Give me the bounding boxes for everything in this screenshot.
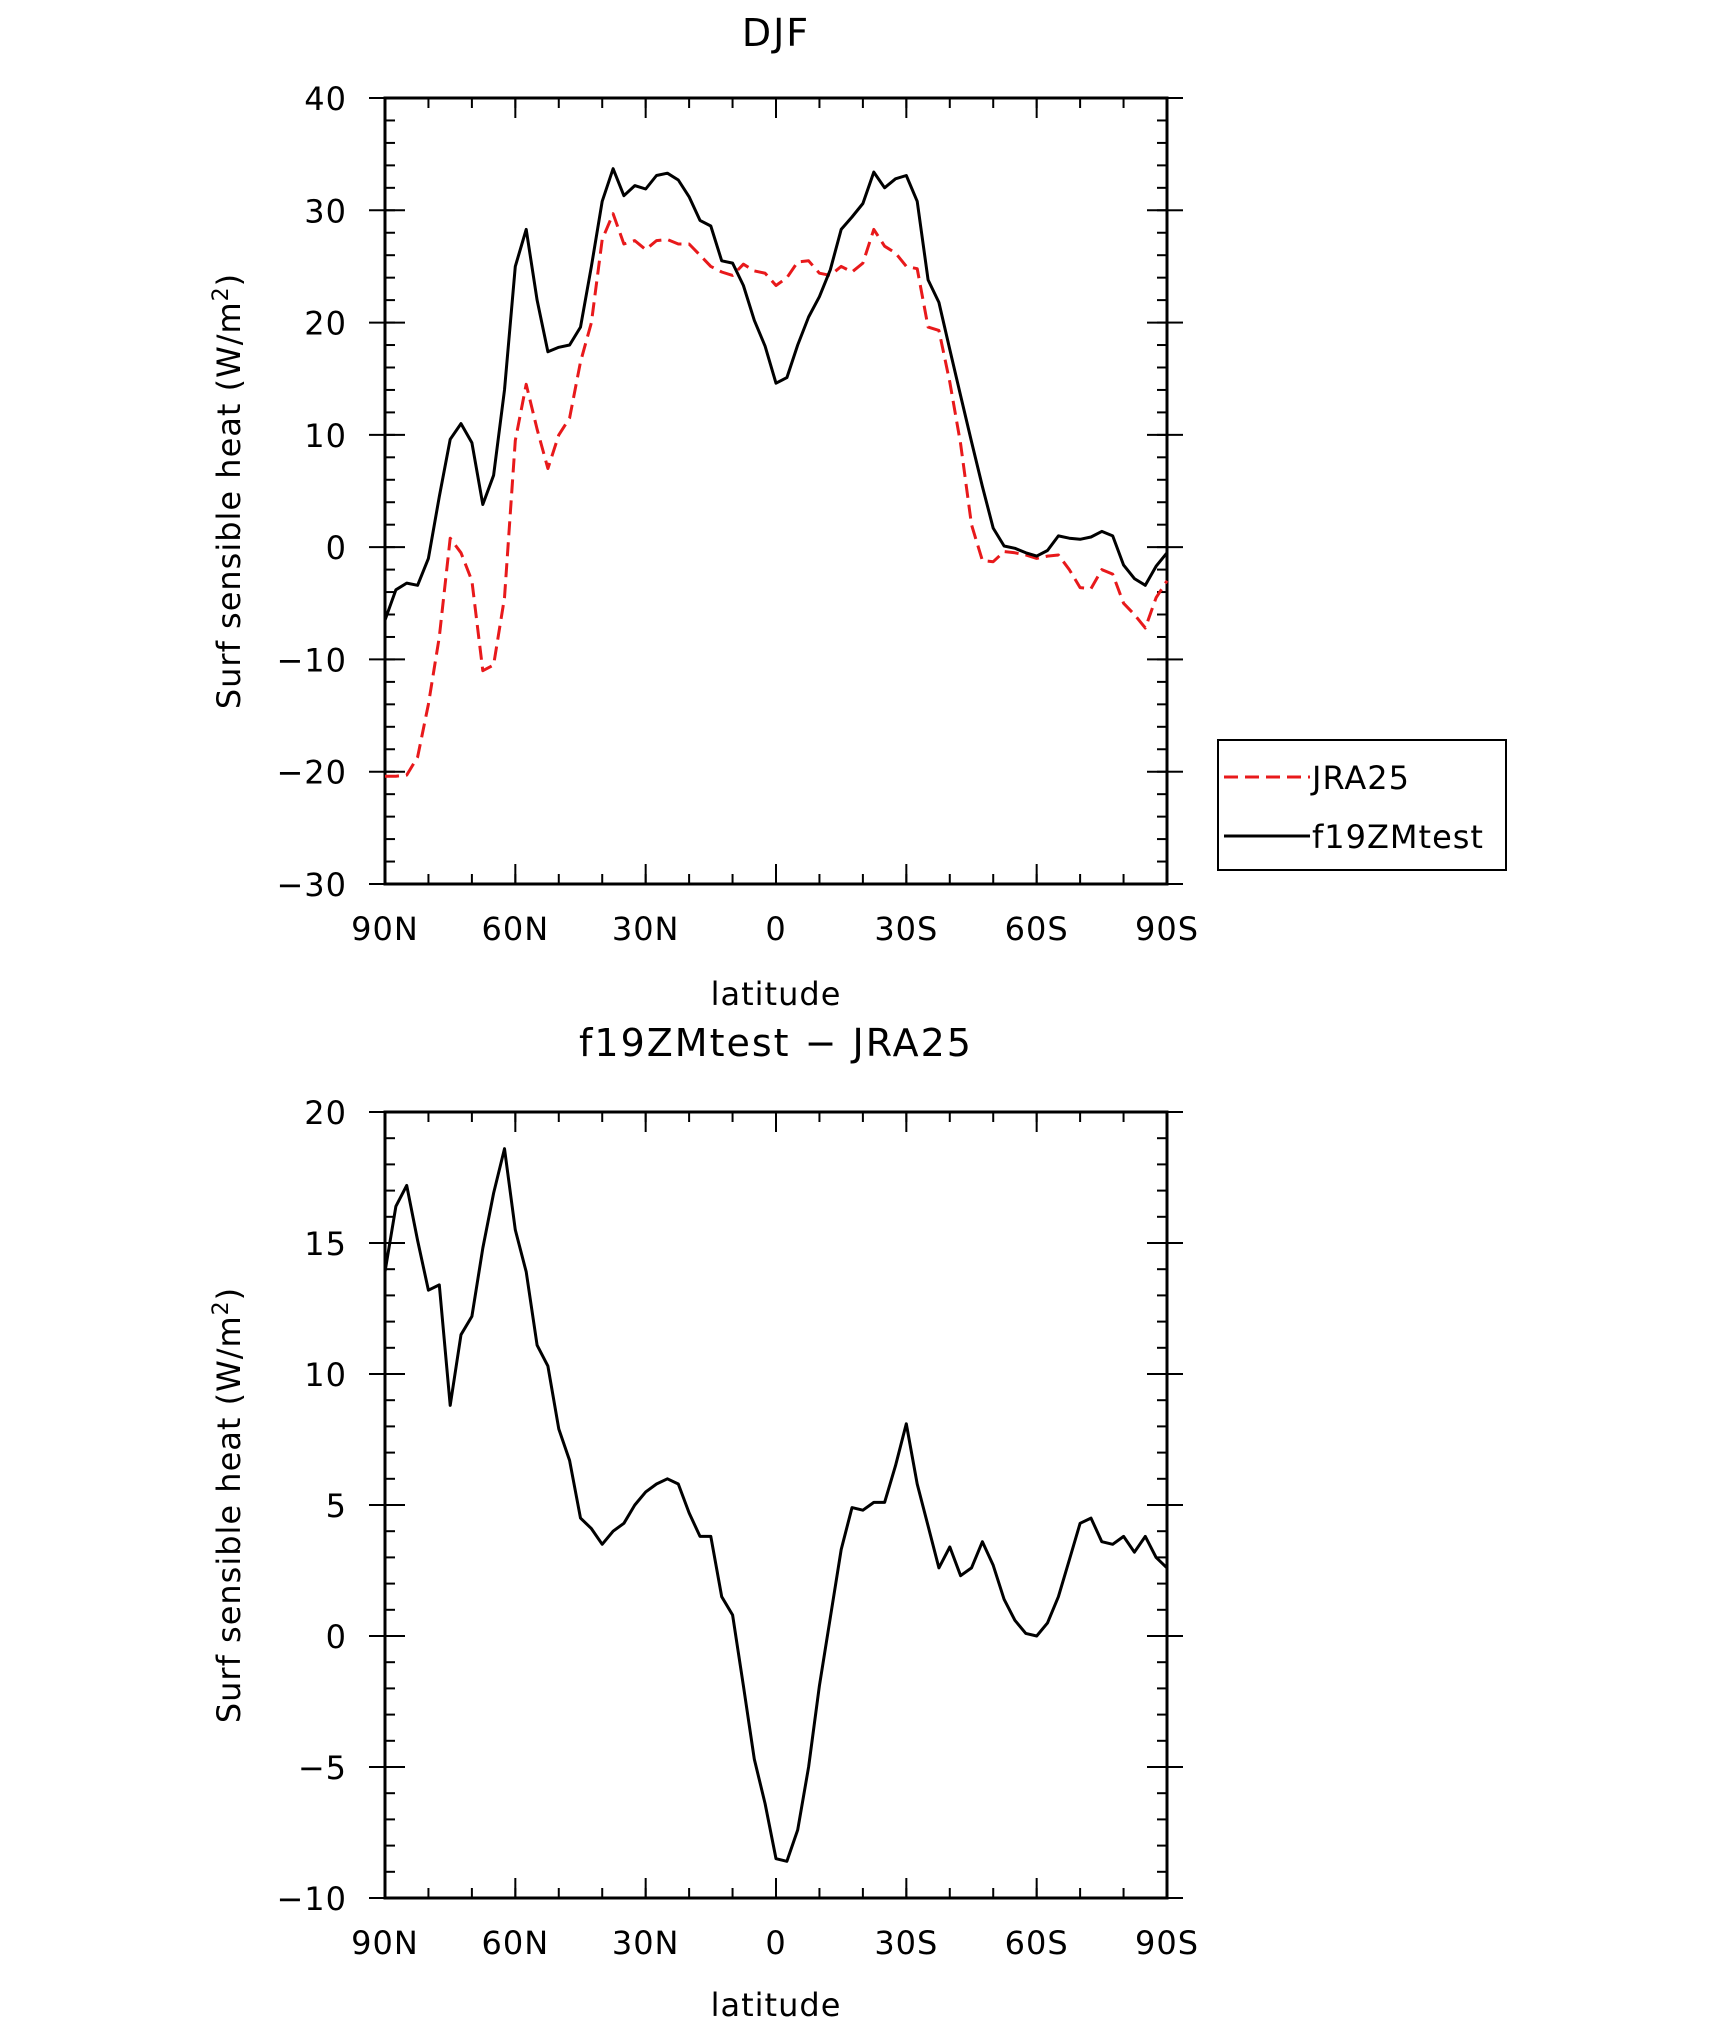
y-tick-label: −5 [298, 1749, 347, 1787]
series-line-jra25 [385, 212, 1169, 778]
legend-label-f19zmtest: f19ZMtest [1312, 818, 1484, 856]
x-ticks: 90N 60N 30N 0 30S 60S 90S [351, 1112, 1199, 1962]
x-tick-label: 30N [612, 1924, 680, 1962]
series-lines [383, 167, 1169, 778]
y-tick-label: 30 [304, 192, 347, 230]
y-tick-label: 5 [326, 1487, 347, 1525]
x-tick-label: 60S [1005, 1924, 1069, 1962]
x-tick-label: 30S [874, 910, 938, 948]
y-tick-label: 0 [326, 529, 347, 567]
chart-panel-djf: DJF 90N 60N 30N 0 30S 60S 90S −30 −20 −10 0 10 20 30… [209, 11, 1507, 1013]
legend-label-jra25: JRA25 [1310, 759, 1410, 797]
y-tick-label: −10 [276, 641, 347, 679]
y-tick-label: −30 [276, 866, 347, 904]
y-ticks: −30 −20 −10 0 10 20 30 40 [276, 80, 1183, 904]
series-lines [383, 1147, 1169, 1863]
x-tick-label: 0 [765, 910, 786, 948]
x-tick-label: 90S [1135, 910, 1199, 948]
y-axis-label-superscript: 2 [209, 286, 234, 301]
series-line-difference [383, 1147, 1169, 1863]
y-tick-label: 20 [304, 305, 347, 343]
x-tick-label: 60S [1005, 910, 1069, 948]
x-tick-label: 90N [351, 910, 419, 948]
y-ticks: −10 −5 0 5 10 15 20 [276, 1094, 1183, 1918]
y-axis-label: Surf sensible heat (W/m2) [209, 1287, 248, 1723]
x-tick-label: 30N [612, 910, 680, 948]
x-tick-label: 0 [765, 1924, 786, 1962]
y-tick-label: 15 [304, 1225, 347, 1263]
chart-title: f19ZMtest − JRA25 [579, 1021, 973, 1065]
chart-title: DJF [742, 11, 810, 55]
y-tick-label: 0 [326, 1618, 347, 1656]
y-tick-label: −10 [276, 1880, 347, 1918]
x-tick-label: 60N [482, 1924, 550, 1962]
y-axis-label: Surf sensible heat (W/m2) [209, 273, 248, 709]
x-tick-label: 90S [1135, 1924, 1199, 1962]
chart-panel-difference: f19ZMtest − JRA25 90N 60N 30N 0 30S 60S 90S −1… [209, 1021, 1199, 2024]
legend: JRA25 f19ZMtest [1217, 739, 1507, 871]
y-axis-label-superscript: 2 [209, 1300, 234, 1315]
y-tick-label: 40 [304, 80, 347, 118]
x-tick-label: 90N [351, 1924, 419, 1962]
legend-box [1217, 739, 1507, 871]
x-tick-label: 60N [482, 910, 550, 948]
y-tick-label: 20 [304, 1094, 347, 1132]
y-tick-label: 10 [304, 1356, 347, 1394]
x-axis-label: latitude [711, 1986, 842, 2021]
x-axis-label: latitude [711, 975, 842, 1013]
y-tick-label: −20 [276, 754, 347, 792]
series-line-f19zmtest [383, 167, 1169, 621]
x-tick-label: 30S [874, 1924, 938, 1962]
y-tick-label: 10 [304, 417, 347, 455]
x-ticks: 90N 60N 30N 0 30S 60S 90S [351, 98, 1199, 948]
